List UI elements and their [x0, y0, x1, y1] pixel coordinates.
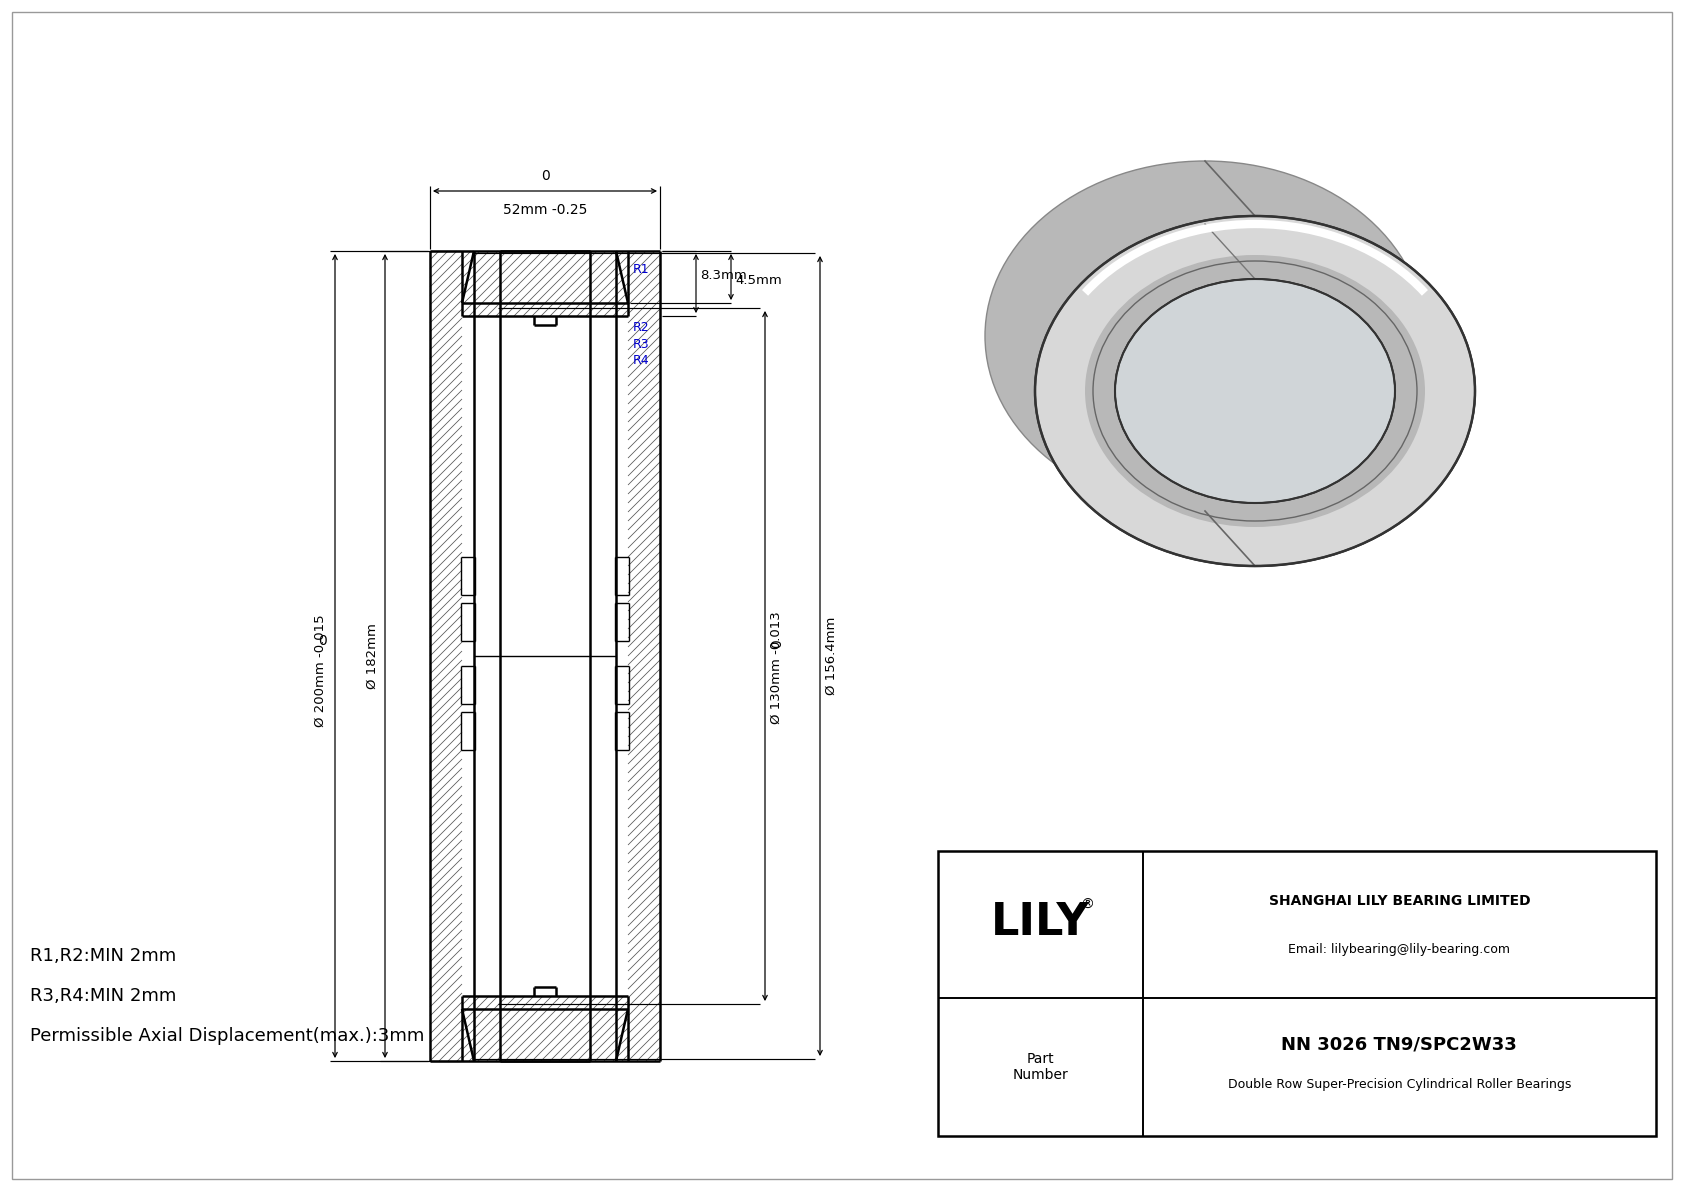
Ellipse shape	[1084, 255, 1425, 526]
Text: 52mm -0.25: 52mm -0.25	[504, 202, 588, 217]
Text: Permissible Axial Displacement(max.):3mm: Permissible Axial Displacement(max.):3mm	[30, 1027, 424, 1045]
Text: 0: 0	[318, 634, 327, 648]
Ellipse shape	[1036, 216, 1475, 566]
Ellipse shape	[985, 161, 1425, 511]
Text: 0: 0	[770, 640, 785, 648]
Text: Email: lilybearing@lily-bearing.com: Email: lilybearing@lily-bearing.com	[1288, 943, 1511, 956]
Text: R4: R4	[633, 354, 650, 367]
Bar	[938, 852, 1655, 1136]
Text: R1,R2:MIN 2mm: R1,R2:MIN 2mm	[30, 947, 177, 965]
Text: 0: 0	[541, 169, 549, 183]
Text: R3: R3	[633, 338, 650, 351]
Text: Ø 200mm -0.015: Ø 200mm -0.015	[313, 615, 327, 728]
Ellipse shape	[1036, 216, 1475, 566]
Text: 4.5mm: 4.5mm	[734, 274, 781, 287]
Ellipse shape	[1115, 279, 1394, 503]
Text: Ø 156.4mm: Ø 156.4mm	[825, 617, 839, 696]
Text: 8.3mm: 8.3mm	[701, 269, 746, 282]
Text: NN 3026 TN9/SPC2W33: NN 3026 TN9/SPC2W33	[1282, 1036, 1517, 1054]
Text: R2: R2	[633, 322, 650, 333]
Text: Ø 130mm -0.013: Ø 130mm -0.013	[770, 612, 783, 724]
Text: ®: ®	[1081, 897, 1095, 911]
Text: LILY: LILY	[990, 900, 1090, 944]
Text: Double Row Super-Precision Cylindrical Roller Bearings: Double Row Super-Precision Cylindrical R…	[1228, 1078, 1571, 1091]
Text: R3,R4:MIN 2mm: R3,R4:MIN 2mm	[30, 987, 177, 1005]
Text: SHANGHAI LILY BEARING LIMITED: SHANGHAI LILY BEARING LIMITED	[1268, 894, 1531, 908]
Text: Ø 182mm: Ø 182mm	[365, 623, 379, 688]
Ellipse shape	[1115, 279, 1394, 503]
Text: R1: R1	[633, 263, 650, 276]
Text: Part
Number: Part Number	[1012, 1052, 1068, 1081]
